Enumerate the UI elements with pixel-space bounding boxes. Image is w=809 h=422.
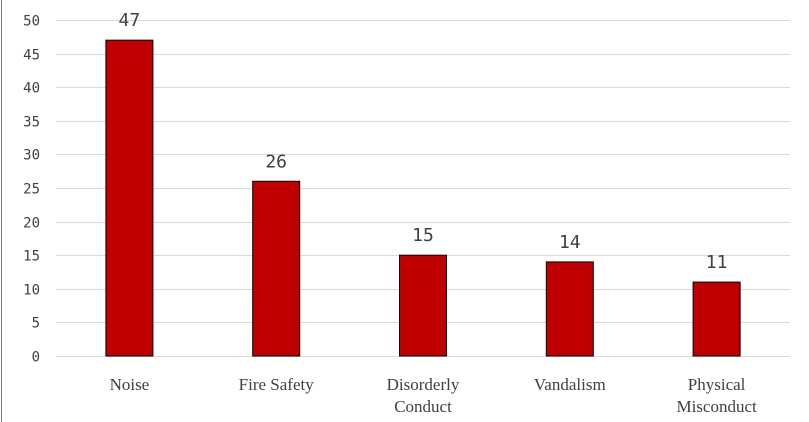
y-tick-label: 45 (23, 48, 40, 64)
y-tick-label: 25 (23, 182, 40, 198)
x-tick-label: Misconduct (676, 397, 757, 416)
y-tick-label: 20 (23, 216, 40, 232)
data-label: 11 (706, 252, 728, 273)
bar (545, 261, 594, 357)
y-axis-tick-labels: 0 5 10 15 20 25 30 35 40 45 50 (23, 14, 40, 366)
bars (105, 39, 741, 357)
x-tick-label: Physical (688, 375, 746, 394)
bar (252, 180, 301, 357)
x-tick-label: Vandalism (534, 375, 606, 394)
y-tick-label: 35 (23, 115, 40, 131)
data-label: 15 (412, 225, 434, 246)
y-tick-label: 15 (23, 249, 40, 265)
bar (692, 281, 741, 357)
x-axis-category-labels: Noise Fire Safety Disorderly Conduct Vandali… (110, 375, 757, 416)
data-label: 26 (265, 151, 287, 172)
bar (105, 39, 154, 357)
x-tick-label: Disorderly (387, 375, 460, 394)
y-tick-label: 0 (32, 350, 40, 366)
x-tick-label: Noise (110, 375, 150, 394)
y-tick-label: 50 (23, 14, 40, 30)
y-tick-label: 5 (32, 316, 40, 332)
data-label: 14 (559, 232, 581, 253)
data-label: 47 (119, 10, 141, 31)
data-labels: 47 26 15 14 11 (119, 10, 728, 273)
y-tick-label: 30 (23, 148, 40, 164)
y-tick-label: 40 (23, 81, 40, 97)
x-tick-label: Fire Safety (239, 375, 315, 394)
bar (399, 254, 447, 357)
y-tick-label: 10 (23, 283, 40, 299)
x-tick-label: Conduct (394, 397, 452, 416)
